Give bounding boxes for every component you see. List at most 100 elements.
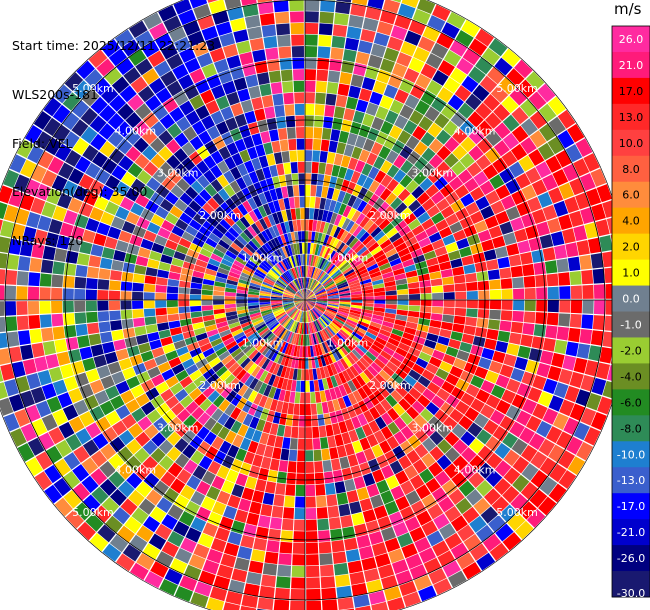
range-gate [314, 306, 324, 314]
range-gate [443, 416, 458, 431]
range-gate [34, 131, 52, 150]
range-gate [97, 311, 110, 322]
range-gate [290, 208, 297, 220]
range-gate [259, 295, 271, 299]
range-gate [346, 405, 357, 419]
range-gate [232, 365, 244, 377]
range-gate [282, 317, 291, 327]
range-gate [394, 89, 409, 104]
range-gate [312, 282, 321, 292]
range-gate [52, 261, 65, 275]
range-gate [319, 150, 328, 163]
range-gate [326, 152, 336, 165]
range-gate [528, 149, 545, 166]
range-gate [170, 184, 185, 199]
range-gate [341, 218, 351, 230]
range-gate [305, 242, 308, 254]
range-gate [147, 366, 161, 379]
range-gate [532, 375, 547, 391]
range-ring-label: 3.00km [157, 421, 199, 434]
range-gate [148, 77, 166, 95]
range-gate [294, 92, 305, 104]
range-gate [224, 0, 242, 10]
range-gate [335, 94, 348, 108]
range-gate [346, 318, 358, 326]
range-gate [443, 120, 459, 136]
range-gate [213, 575, 231, 591]
range-gate [323, 279, 334, 288]
range-gate [0, 367, 4, 382]
range-gate [274, 310, 285, 318]
range-gate [318, 541, 332, 554]
range-gate [305, 115, 314, 127]
range-gate [463, 362, 478, 375]
range-gate [374, 214, 387, 227]
range-gate [35, 400, 52, 418]
range-gate [486, 452, 503, 470]
range-gate [489, 300, 502, 310]
range-gate [298, 427, 305, 439]
range-gate [548, 187, 564, 204]
range-gate [202, 242, 215, 253]
range-gate [25, 457, 43, 477]
range-gate [391, 262, 404, 272]
range-gate [402, 258, 415, 268]
range-gate [466, 281, 478, 291]
range-gate [225, 197, 237, 211]
range-gate [252, 49, 266, 63]
range-gate [359, 498, 373, 512]
range-gate [532, 403, 548, 420]
range-gate [340, 179, 350, 192]
range-gate [81, 457, 99, 475]
range-gate [312, 426, 320, 439]
range-gate [371, 542, 388, 557]
range-gate [216, 321, 228, 329]
range-gate [338, 288, 350, 293]
range-gate [315, 290, 327, 296]
colorbar-segment [612, 571, 650, 598]
range-gate [179, 376, 193, 389]
range-gate [409, 474, 425, 490]
range-gate [316, 294, 328, 298]
range-gate [192, 41, 209, 57]
range-gate [29, 328, 43, 344]
range-gate [181, 157, 196, 172]
range-gate [203, 155, 217, 169]
range-gate [51, 274, 64, 288]
range-gate [386, 210, 399, 223]
range-gate [247, 297, 259, 300]
range-gate [260, 261, 271, 271]
range-gate [150, 395, 165, 409]
range-gate [497, 256, 510, 269]
range-gate [194, 393, 207, 406]
range-gate [426, 530, 444, 547]
range-gate [299, 346, 303, 358]
range-gate [441, 103, 457, 120]
range-gate [320, 576, 336, 589]
range-gate [279, 247, 286, 259]
range-gate [343, 323, 355, 331]
range-gate [335, 574, 351, 587]
range-gate [363, 447, 376, 462]
range-gate [204, 268, 217, 277]
range-gate [352, 390, 363, 403]
range-gate [305, 300, 312, 310]
range-gate [144, 316, 157, 326]
range-gate [263, 445, 274, 458]
range-gate [90, 450, 108, 468]
range-gate [196, 160, 210, 175]
range-gate [111, 420, 128, 436]
range-gate [299, 290, 305, 300]
range-gate [397, 3, 416, 19]
range-gate [121, 318, 134, 329]
range-gate [257, 325, 268, 334]
range-gate [197, 380, 211, 393]
range-gate [174, 585, 194, 602]
range-gate [432, 540, 450, 557]
range-gate [27, 286, 40, 300]
range-gate [273, 308, 284, 314]
range-gate [499, 267, 512, 279]
range-gate [415, 73, 432, 90]
range-gate [79, 346, 93, 360]
